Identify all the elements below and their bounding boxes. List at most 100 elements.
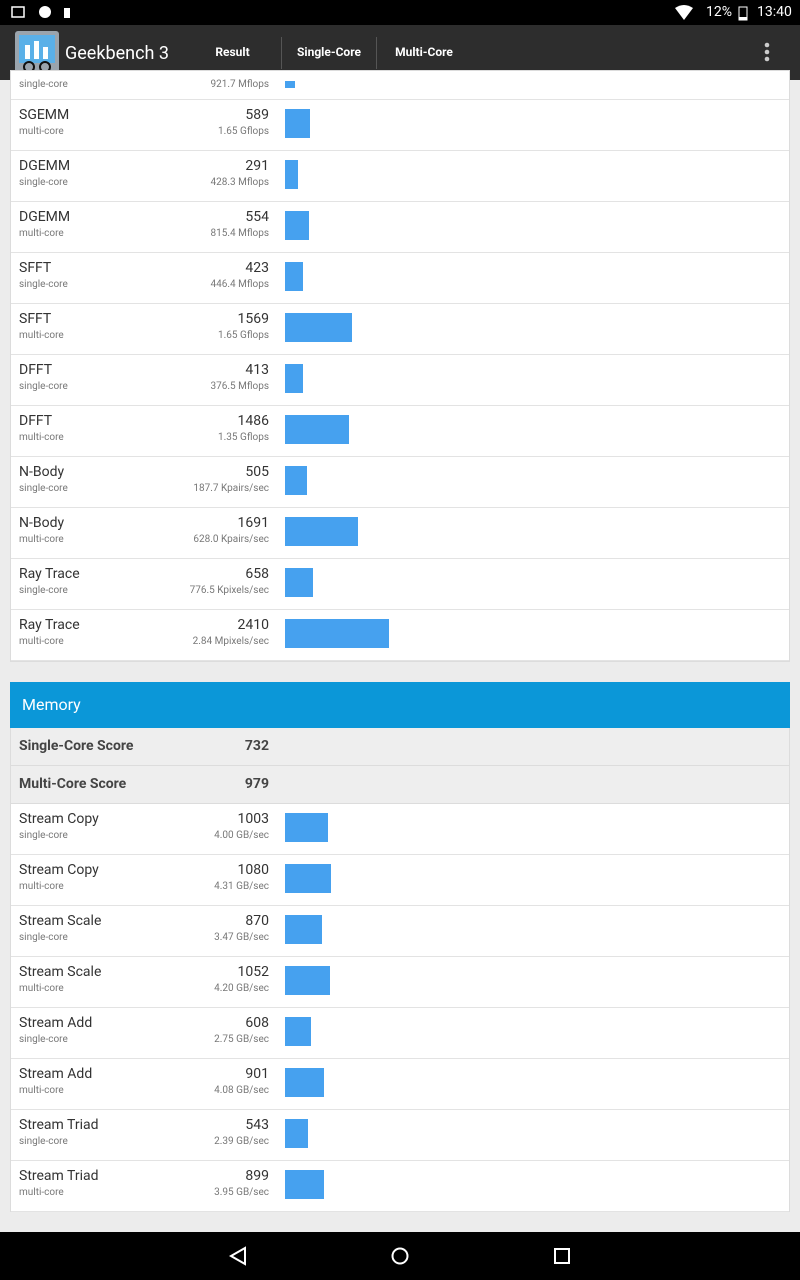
summary-score: 979 <box>244 776 269 792</box>
section-title: Memory <box>22 695 81 714</box>
row-name: Stream Add <box>19 1015 93 1031</box>
row-name: Stream Triad <box>19 1168 99 1184</box>
row-name: DGEMM <box>19 158 71 174</box>
score-bar <box>285 568 314 597</box>
back-button[interactable] <box>228 1246 248 1266</box>
app-icon <box>15 31 59 75</box>
row-type: single-core <box>19 1136 68 1147</box>
benchmark-row: Stream Copy single-core 1003 4.00 GB/sec <box>11 804 789 855</box>
row-score: 505 <box>245 464 269 480</box>
row-name: DFFT <box>19 362 53 378</box>
row-score: 413 <box>245 362 269 378</box>
tab[interactable]: Multi-Core <box>395 45 453 59</box>
row-detail: 921.7 Mflops <box>210 79 270 90</box>
row-type: single-core <box>19 932 68 943</box>
recents-button[interactable] <box>552 1246 572 1266</box>
benchmark-row: DGEMM multi-core 554 815.4 Mflops <box>11 202 789 253</box>
notification-icons <box>11 6 70 18</box>
row-name: SFFT <box>19 260 52 276</box>
row-name: DFFT <box>19 413 53 429</box>
row-type: multi-core <box>19 636 64 647</box>
row-type: single-core <box>19 381 68 392</box>
score-bar <box>285 415 349 444</box>
row-score: 1569 <box>237 311 269 327</box>
row-detail: 815.4 Mflops <box>210 228 270 239</box>
row-name: N-Body <box>19 464 65 480</box>
row-detail: 4.00 GB/sec <box>214 830 269 841</box>
overflow-menu[interactable] <box>762 41 772 65</box>
row-score: 899 <box>245 1168 269 1184</box>
score-bar <box>285 619 389 648</box>
benchmark-row: Stream Add single-core 608 2.75 GB/sec <box>11 1008 789 1059</box>
row-name: Stream Triad <box>19 1117 99 1133</box>
benchmark-row: Stream Scale single-core 870 3.47 GB/sec <box>11 906 789 957</box>
score-bar <box>285 313 353 342</box>
row-detail: 4.08 GB/sec <box>214 1085 269 1096</box>
row-score: 1052 <box>237 964 269 980</box>
score-bar <box>285 915 323 944</box>
score-bar <box>285 517 358 546</box>
row-type: single-core <box>19 79 68 90</box>
row-detail: 2.39 GB/sec <box>214 1136 269 1147</box>
battery-percent: 12% <box>706 4 732 20</box>
row-name: Stream Copy <box>19 862 99 878</box>
benchmark-row: Ray Trace multi-core 2410 2.84 Mpixels/sec <box>11 610 789 661</box>
tab[interactable]: Result <box>215 45 250 59</box>
benchmark-row: DFFT single-core 413 376.5 Mflops <box>11 355 789 406</box>
score-bar <box>285 966 331 995</box>
row-detail: 1.65 Gflops <box>218 330 269 341</box>
row-detail: 428.3 Mflops <box>210 177 270 188</box>
row-detail: 187.7 Kpairs/sec <box>193 483 269 494</box>
row-type: single-core <box>19 279 68 290</box>
row-type: single-core <box>19 177 68 188</box>
row-score: 1003 <box>237 811 269 827</box>
row-score: 1691 <box>237 515 269 531</box>
tab[interactable]: Single-Core <box>297 45 361 59</box>
row-score: 589 <box>245 107 269 123</box>
row-score: 658 <box>245 566 269 582</box>
row-type: multi-core <box>19 1187 64 1198</box>
row-type: single-core <box>19 830 68 841</box>
row-type: single-core <box>19 483 68 494</box>
row-type: single-core <box>19 1034 68 1045</box>
row-name: Ray Trace <box>19 617 80 633</box>
row-score: 423 <box>245 260 269 276</box>
score-bar <box>285 1119 309 1148</box>
row-name: Ray Trace <box>19 566 80 582</box>
row-detail: 628.0 Kpairs/sec <box>193 534 269 545</box>
summary-row: Multi-Core Score 979 <box>11 766 789 804</box>
results-card: single-core 921.7 Mflops SGEMM multi-core… <box>10 70 790 662</box>
benchmark-row: Stream Scale multi-core 1052 4.20 GB/sec <box>11 957 789 1008</box>
row-name: Stream Copy <box>19 811 99 827</box>
row-score: 901 <box>245 1066 269 1082</box>
benchmark-row: Stream Copy multi-core 1080 4.31 GB/sec <box>11 855 789 906</box>
section-header: Memory <box>10 682 790 728</box>
row-score: 291 <box>245 158 269 174</box>
home-button[interactable] <box>390 1246 410 1266</box>
row-type: multi-core <box>19 126 64 137</box>
row-type: multi-core <box>19 432 64 443</box>
row-type: multi-core <box>19 983 64 994</box>
benchmark-row: Ray Trace single-core 658 776.5 Kpixels/sec <box>11 559 789 610</box>
clock: 13:40 <box>757 4 792 20</box>
row-type: single-core <box>19 585 68 596</box>
row-detail: 3.47 GB/sec <box>214 932 269 943</box>
row-score: 1486 <box>237 413 269 429</box>
summary-label: Multi-Core Score <box>19 776 127 792</box>
score-bar <box>285 1170 324 1199</box>
nav-bar <box>0 1232 800 1280</box>
row-score: 1080 <box>237 862 269 878</box>
score-bar <box>285 1068 324 1097</box>
tab-divider <box>281 37 282 69</box>
wifi-icon <box>675 5 693 20</box>
benchmark-row: DFFT multi-core 1486 1.35 Gflops <box>11 406 789 457</box>
benchmark-row: Stream Triad single-core 543 2.39 GB/sec <box>11 1110 789 1161</box>
score-bar <box>285 160 298 189</box>
benchmark-row: DGEMM single-core 291 428.3 Mflops <box>11 151 789 202</box>
summary-row: Single-Core Score 732 <box>11 728 789 766</box>
row-name: Stream Scale <box>19 913 102 929</box>
memory-card: Memory Single-Core Score 732 Multi-Core Sc… <box>10 682 790 1212</box>
benchmark-row: Stream Triad multi-core 899 3.95 GB/sec <box>11 1161 789 1212</box>
row-name: Stream Scale <box>19 964 102 980</box>
